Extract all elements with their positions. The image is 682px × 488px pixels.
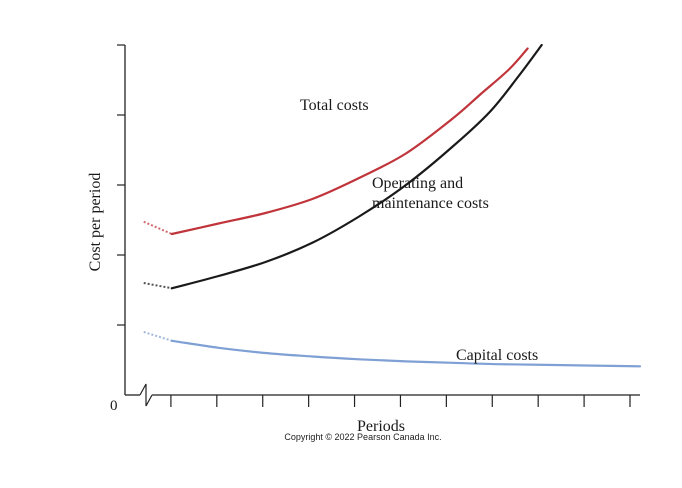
series-label-total: Total costs	[300, 97, 369, 114]
series-lines	[143, 43, 642, 368]
capital-costs-line-leadin	[143, 331, 173, 342]
series-label-capital: Capital costs	[456, 347, 539, 364]
origin-label: 0	[110, 398, 118, 414]
x-axis-label: Periods	[357, 418, 405, 435]
operating-maintenance-line	[170, 43, 543, 290]
series-label-operating: Operating and maintenance costs	[372, 175, 489, 212]
ticks	[117, 44, 631, 407]
total-costs-line-leadin	[143, 220, 173, 235]
operating-maintenance-line-leadin	[143, 282, 173, 290]
axes	[124, 45, 640, 407]
total-costs-line	[170, 47, 529, 236]
x-axis-break-symbol	[139, 383, 153, 407]
copyright-notice: Copyright © 2022 Pearson Canada Inc.	[284, 432, 442, 442]
y-axis-label: Cost per period	[87, 172, 104, 272]
capital-costs-line	[170, 339, 642, 368]
